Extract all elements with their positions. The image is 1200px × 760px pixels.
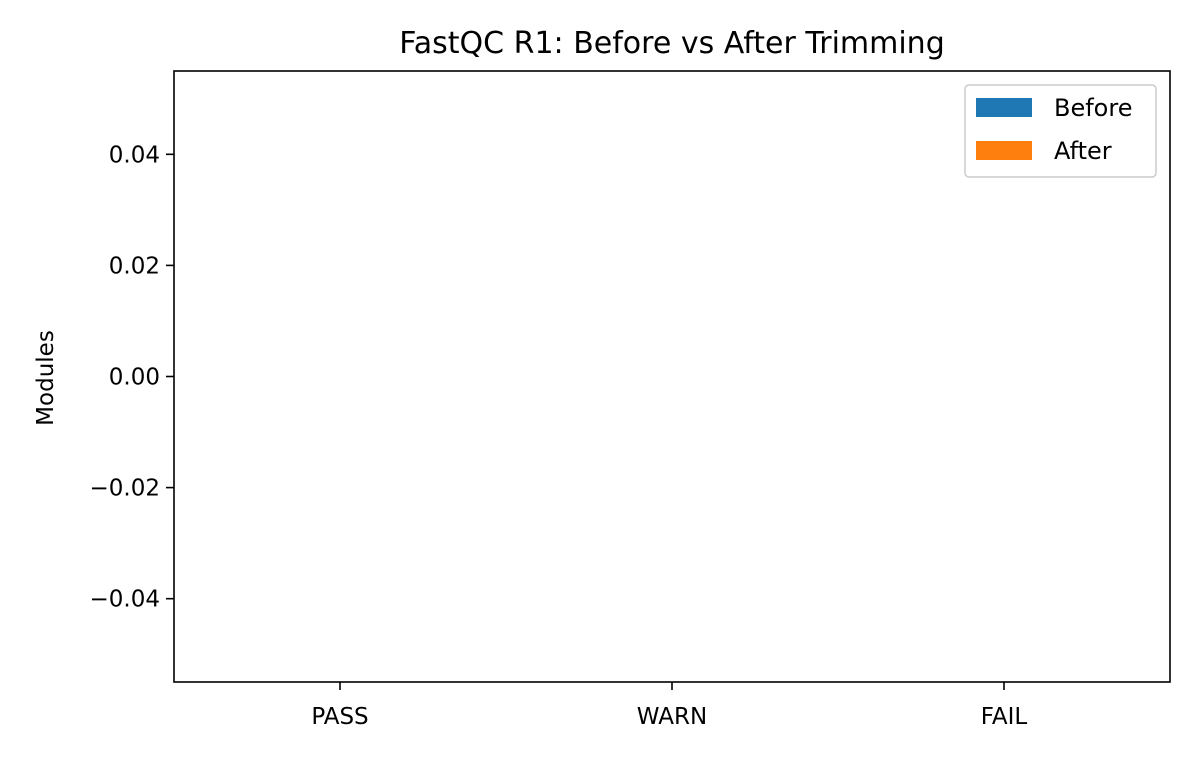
legend-label-before: Before bbox=[1054, 94, 1132, 122]
chart-title: FastQC R1: Before vs After Trimming bbox=[399, 26, 945, 61]
y-tick-label: −0.04 bbox=[90, 587, 160, 613]
legend: Before After bbox=[965, 85, 1156, 177]
y-tick-label: 0.00 bbox=[109, 365, 160, 391]
legend-label-after: After bbox=[1054, 137, 1112, 165]
y-axis-label: Modules bbox=[33, 330, 59, 426]
y-tick-label: 0.04 bbox=[109, 142, 160, 168]
legend-swatch-before bbox=[976, 98, 1032, 117]
x-tick-label: WARN bbox=[637, 704, 707, 730]
y-tick-label: 0.02 bbox=[109, 253, 160, 279]
x-tick-label: FAIL bbox=[981, 704, 1028, 730]
x-tick-label: PASS bbox=[311, 704, 368, 730]
legend-swatch-after bbox=[976, 141, 1032, 160]
y-tick-label: −0.02 bbox=[90, 476, 160, 502]
